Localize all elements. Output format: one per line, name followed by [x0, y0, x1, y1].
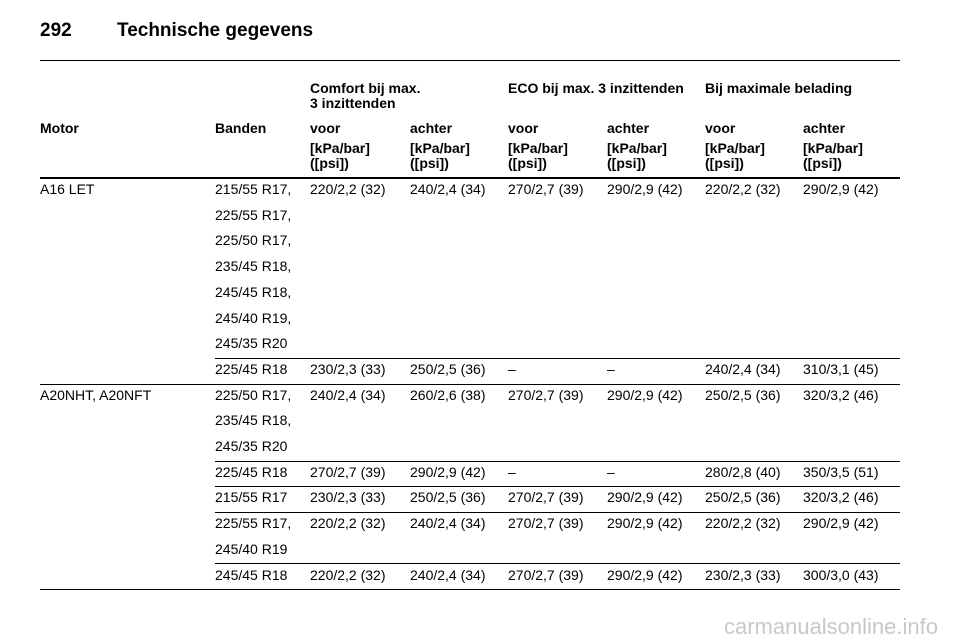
pressure-cell: 350/3,5 (51): [803, 463, 879, 480]
motor-cell: A20NHT, A20NFT: [40, 386, 152, 403]
tyre-cell: 225/45 R18: [215, 463, 288, 480]
table-rule: [215, 461, 900, 462]
pressure-cell: 310/3,1 (45): [803, 360, 879, 377]
pressure-cell: 240/2,4 (34): [410, 181, 486, 197]
pressure-cell: 270/2,7 (39): [508, 181, 584, 197]
column-header: achter: [803, 120, 846, 136]
group-header: Comfort bij max.: [310, 80, 421, 96]
tyre-cell: 235/45 R18,: [215, 412, 292, 429]
pressure-cell: –: [607, 360, 615, 377]
column-header: Banden: [215, 120, 267, 136]
page-title: Technische gegevens: [117, 20, 314, 41]
tyre-cell: 245/40 R19,: [215, 309, 292, 326]
tyre-cell: 225/55 R17,: [215, 515, 292, 532]
pressure-cell: 250/2,5 (36): [705, 386, 781, 403]
pressure-cell: 250/2,5 (36): [410, 489, 486, 506]
tyre-cell: 215/55 R17,: [215, 181, 292, 197]
tyre-cell: 225/55 R17,: [215, 206, 292, 223]
pressure-cell: 280/2,8 (40): [705, 463, 781, 480]
pressure-cell: 240/2,4 (34): [410, 515, 486, 532]
table-rule: [215, 358, 900, 359]
unit-label: [kPa/bar]: [705, 140, 765, 156]
pressure-cell: 220/2,2 (32): [705, 515, 781, 532]
tyre-cell: 245/35 R20: [215, 438, 288, 454]
column-header: achter: [607, 120, 650, 136]
tyre-cell: 245/45 R18: [215, 566, 288, 583]
pressure-cell: 260/2,6 (38): [410, 386, 486, 403]
column-header: achter: [410, 120, 453, 136]
group-header: ECO bij max. 3 inzittenden: [508, 80, 684, 96]
unit-label: ([psi]): [705, 155, 744, 171]
pressure-cell: 220/2,2 (32): [310, 566, 386, 583]
pressure-cell: 290/2,9 (42): [410, 463, 486, 480]
unit-label: [kPa/bar]: [607, 140, 667, 156]
pressure-cell: –: [508, 463, 516, 480]
unit-label: ([psi]): [607, 155, 646, 171]
column-header: Motor: [40, 120, 79, 136]
pressure-cell: 270/2,7 (39): [508, 386, 584, 403]
table-rule: [215, 563, 900, 564]
group-header: Bij maximale belading: [705, 80, 853, 96]
column-header: voor: [310, 120, 341, 136]
tyre-cell: 225/50 R17,: [215, 232, 292, 249]
tyre-cell: 225/50 R17,: [215, 386, 292, 403]
pressure-cell: 240/2,4 (34): [310, 386, 386, 403]
pressure-cell: 320/3,2 (46): [803, 386, 879, 403]
motor-cell: A16 LET: [40, 181, 95, 197]
pressure-cell: 250/2,5 (36): [410, 360, 486, 377]
pressure-cell: 230/2,3 (33): [310, 489, 386, 506]
pressure-cell: 250/2,5 (36): [705, 489, 781, 506]
unit-label: ([psi]): [508, 155, 547, 171]
pressure-cell: –: [508, 360, 516, 377]
pressure-cell: 290/2,9 (42): [803, 181, 879, 197]
table-rule: [215, 486, 900, 487]
table-rule: [215, 512, 900, 513]
table-rule: [40, 384, 900, 385]
unit-label: [kPa/bar]: [310, 140, 370, 156]
tyre-cell: 235/45 R18,: [215, 258, 292, 275]
pressure-cell: 290/2,9 (42): [607, 386, 683, 403]
pressure-cell: 270/2,7 (39): [310, 463, 386, 480]
table-rule: [40, 589, 900, 590]
pressure-cell: 290/2,9 (42): [607, 515, 683, 532]
pressure-cell: 220/2,2 (32): [310, 181, 386, 197]
unit-label: ([psi]): [803, 155, 842, 171]
pressure-cell: 320/3,2 (46): [803, 489, 879, 506]
tyre-cell: 245/35 R20: [215, 335, 288, 352]
group-header: 3 inzittenden: [310, 95, 396, 111]
pressure-cell: 270/2,7 (39): [508, 566, 584, 583]
pressure-cell: 270/2,7 (39): [508, 489, 584, 506]
unit-label: [kPa/bar]: [803, 140, 863, 156]
tyre-cell: 215/55 R17: [215, 489, 288, 506]
pressure-cell: 220/2,2 (32): [310, 515, 386, 532]
page-number: 292: [40, 20, 72, 41]
header-rule: [40, 60, 900, 61]
pressure-cell: 290/2,9 (42): [803, 515, 879, 532]
pressure-cell: 300/3,0 (43): [803, 566, 879, 583]
column-header: voor: [508, 120, 539, 136]
pressure-cell: 240/2,4 (34): [705, 360, 781, 377]
pressure-cell: 290/2,9 (42): [607, 181, 683, 197]
pressure-cell: 290/2,9 (42): [607, 489, 683, 506]
tyre-cell: 245/40 R19: [215, 540, 288, 557]
pressure-cell: –: [607, 463, 615, 480]
pressure-cell: 290/2,9 (42): [607, 566, 683, 583]
pressure-cell: 270/2,7 (39): [508, 515, 584, 532]
column-header: voor: [705, 120, 736, 136]
pressure-cell: 220/2,2 (32): [705, 181, 781, 197]
unit-label: ([psi]): [310, 155, 349, 171]
pressure-cell: 230/2,3 (33): [705, 566, 781, 583]
table-rule: [40, 177, 900, 179]
tyre-cell: 245/45 R18,: [215, 283, 292, 300]
unit-label: [kPa/bar]: [508, 140, 568, 156]
unit-label: [kPa/bar]: [410, 140, 470, 156]
pressure-cell: 230/2,3 (33): [310, 360, 386, 377]
unit-label: ([psi]): [410, 155, 449, 171]
watermark: carmanualsonline.info: [723, 614, 938, 639]
pressure-cell: 240/2,4 (34): [410, 566, 486, 583]
tyre-cell: 225/45 R18: [215, 360, 288, 377]
